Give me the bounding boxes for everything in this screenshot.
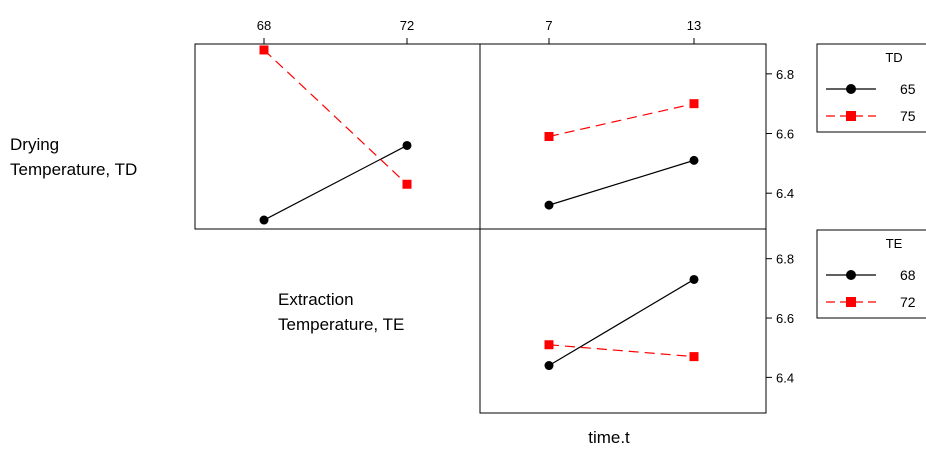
legend-box-TD bbox=[816, 43, 926, 133]
panel-frame-TD-by-time bbox=[479, 43, 767, 230]
data-point-TD-by-TE-75-72 bbox=[402, 179, 412, 189]
legend-title-TE: TE bbox=[886, 236, 903, 251]
legend-title-TD: TD bbox=[885, 50, 902, 65]
top-tick-label-time-7: 7 bbox=[545, 18, 552, 33]
y-tick-label-bottom-6.4: 6.4 bbox=[776, 370, 794, 385]
legend-label-TD-75: 75 bbox=[900, 108, 916, 124]
series-line-TD-by-time-65 bbox=[548, 159, 695, 206]
legend-box-TE bbox=[816, 229, 926, 319]
row-label-extraction-temperature: Extraction Temperature, TE bbox=[278, 290, 404, 334]
data-point-TE-by-time-72-7 bbox=[544, 340, 554, 350]
x-axis-title: time.t bbox=[588, 428, 630, 447]
row-label-te-line2: Temperature, TE bbox=[278, 315, 404, 334]
panel-frame-TE-by-time bbox=[479, 228, 767, 414]
series-line-TD-by-TE-75 bbox=[263, 49, 408, 185]
series-line-TD-by-TE-65 bbox=[263, 144, 408, 221]
y-tick-label-bottom-6.6: 6.6 bbox=[776, 311, 794, 326]
panel-frame-TD-by-TE bbox=[194, 43, 481, 230]
top-tick-label-TE-68: 68 bbox=[257, 18, 271, 33]
data-point-TD-by-time-65-7 bbox=[544, 200, 554, 210]
series-line-TE-by-time-68 bbox=[548, 278, 695, 367]
data-point-TD-by-time-75-7 bbox=[544, 132, 554, 141]
data-point-TE-by-time-68-7 bbox=[544, 361, 554, 371]
legend-label-TD-65: 65 bbox=[900, 81, 916, 97]
top-tick-label-time-13: 13 bbox=[687, 18, 701, 33]
row-label-te-line1: Extraction bbox=[278, 290, 354, 309]
y-tick-label-top-6.4: 6.4 bbox=[776, 186, 794, 201]
data-point-TE-by-time-72-13 bbox=[689, 352, 699, 362]
data-point-TE-by-time-68-13 bbox=[689, 274, 699, 284]
data-point-TD-by-time-65-13 bbox=[689, 155, 699, 165]
row-label-td-line1: Drying bbox=[10, 135, 59, 154]
data-point-TD-by-time-75-13 bbox=[689, 99, 699, 109]
legend-label-TE-68: 68 bbox=[900, 267, 916, 283]
row-label-drying-temperature: Drying Temperature, TD bbox=[10, 135, 137, 179]
legend-label-TE-72: 72 bbox=[900, 294, 916, 310]
y-tick-label-bottom-6.8: 6.8 bbox=[776, 252, 794, 267]
y-tick-label-top-6.6: 6.6 bbox=[776, 127, 794, 142]
legend-marker-TD-65 bbox=[846, 84, 856, 94]
series-line-TE-by-time-72 bbox=[548, 344, 695, 358]
legend-marker-TE-68 bbox=[846, 270, 856, 280]
data-point-TD-by-TE-65-68 bbox=[259, 215, 269, 225]
series-line-TD-by-time-75 bbox=[548, 103, 695, 138]
top-tick-label-TE-72: 72 bbox=[400, 18, 414, 33]
data-point-TD-by-TE-75-68 bbox=[259, 45, 269, 55]
data-point-TD-by-TE-65-72 bbox=[402, 140, 412, 150]
y-tick-label-top-6.8: 6.8 bbox=[776, 67, 794, 82]
row-label-td-line2: Temperature, TD bbox=[10, 160, 137, 179]
legend-marker-TD-75 bbox=[846, 111, 856, 121]
legend-marker-TE-72 bbox=[846, 297, 856, 307]
